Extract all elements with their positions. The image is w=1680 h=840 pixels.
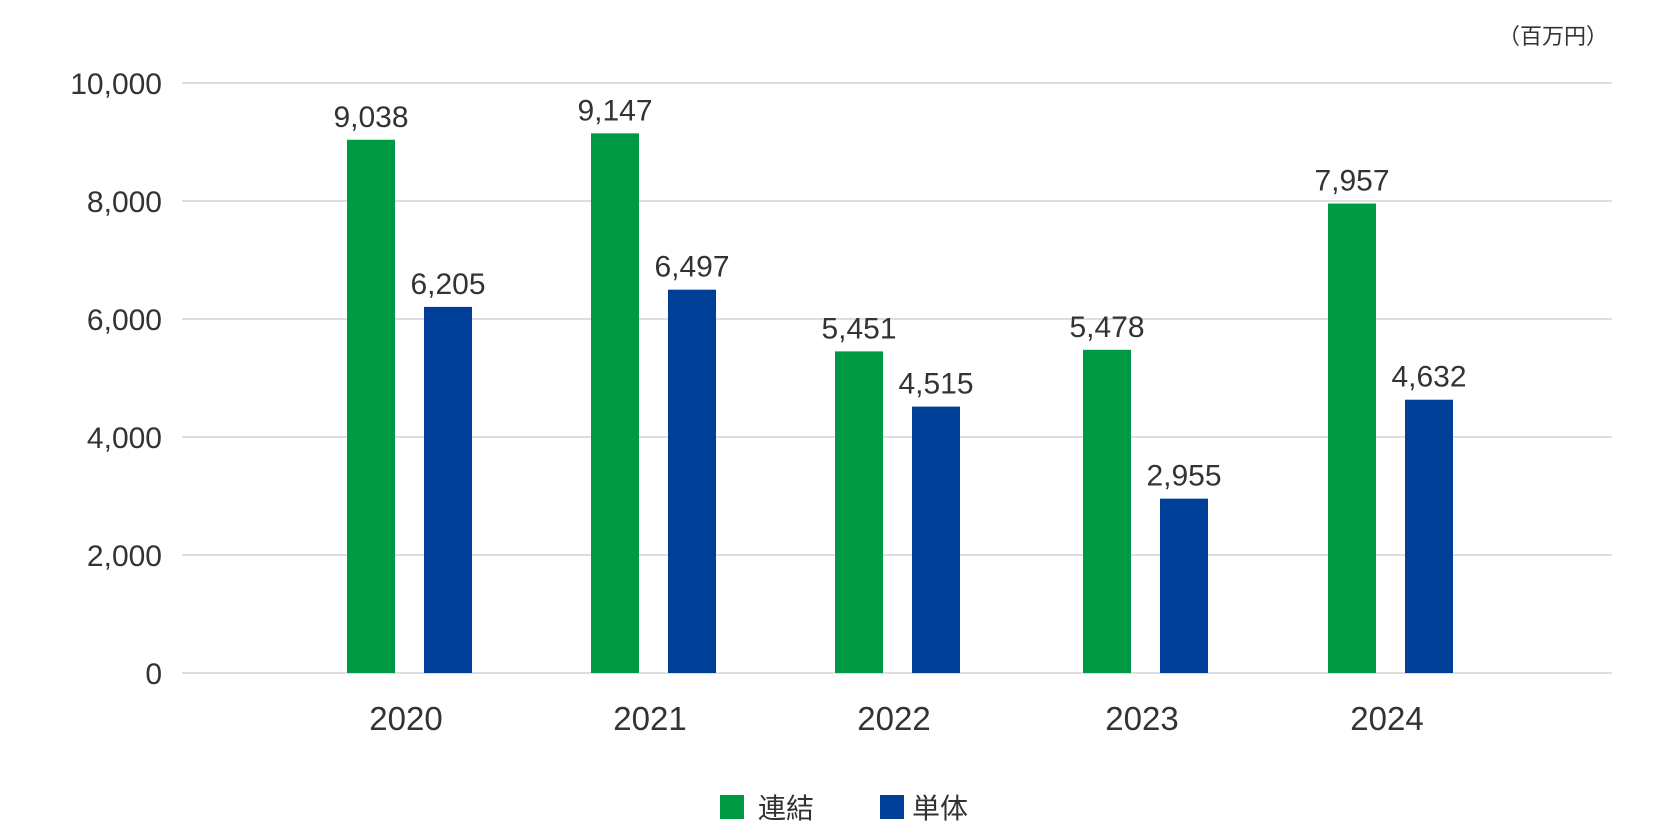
data-label: 9,038	[333, 101, 408, 134]
legend-swatch-standalone	[880, 795, 904, 819]
x-category-label: 2021	[613, 700, 686, 737]
x-category-label: 2023	[1105, 700, 1178, 737]
data-label: 4,632	[1391, 361, 1466, 394]
bar	[347, 139, 395, 673]
unit-label: （百万円）	[1498, 25, 1608, 50]
bar	[591, 133, 639, 673]
data-label: 9,147	[577, 94, 652, 127]
x-axis-categories: 2020 2021 2022 2023 2024	[369, 700, 1423, 737]
data-label: 6,205	[410, 268, 485, 301]
x-category-label: 2022	[857, 700, 930, 737]
x-category-label: 2020	[369, 700, 442, 737]
bar	[424, 306, 472, 673]
y-tick-label: 0	[145, 658, 162, 691]
bar	[1160, 498, 1208, 673]
bar	[1083, 349, 1131, 673]
bar	[1328, 203, 1376, 674]
y-tick-label: 10,000	[70, 68, 162, 101]
bar	[1405, 399, 1453, 673]
y-tick-label: 4,000	[87, 422, 162, 455]
y-axis-ticks: 0 2,000 4,000 6,000 8,000 10,000	[70, 68, 162, 691]
data-label: 4,515	[898, 368, 973, 401]
bar	[912, 406, 960, 673]
y-tick-label: 2,000	[87, 540, 162, 573]
legend-label-consolidated: 連結	[758, 792, 814, 825]
data-label: 6,497	[654, 251, 729, 284]
legend-label-standalone: 単体	[912, 792, 968, 825]
data-label: 5,478	[1069, 311, 1144, 344]
legend-swatch-consolidated	[720, 795, 744, 819]
bars	[347, 133, 1453, 674]
legend-item-consolidated: 連結	[720, 792, 814, 825]
bar	[668, 289, 716, 673]
legend-item-standalone: 単体	[880, 792, 968, 825]
legend: 連結 単体	[720, 792, 968, 825]
y-tick-label: 6,000	[87, 304, 162, 337]
x-category-label: 2024	[1350, 700, 1423, 737]
y-tick-label: 8,000	[87, 186, 162, 219]
data-label: 2,955	[1146, 460, 1221, 493]
bar	[835, 351, 883, 673]
data-label: 5,451	[821, 312, 896, 345]
data-label: 7,957	[1314, 165, 1389, 198]
